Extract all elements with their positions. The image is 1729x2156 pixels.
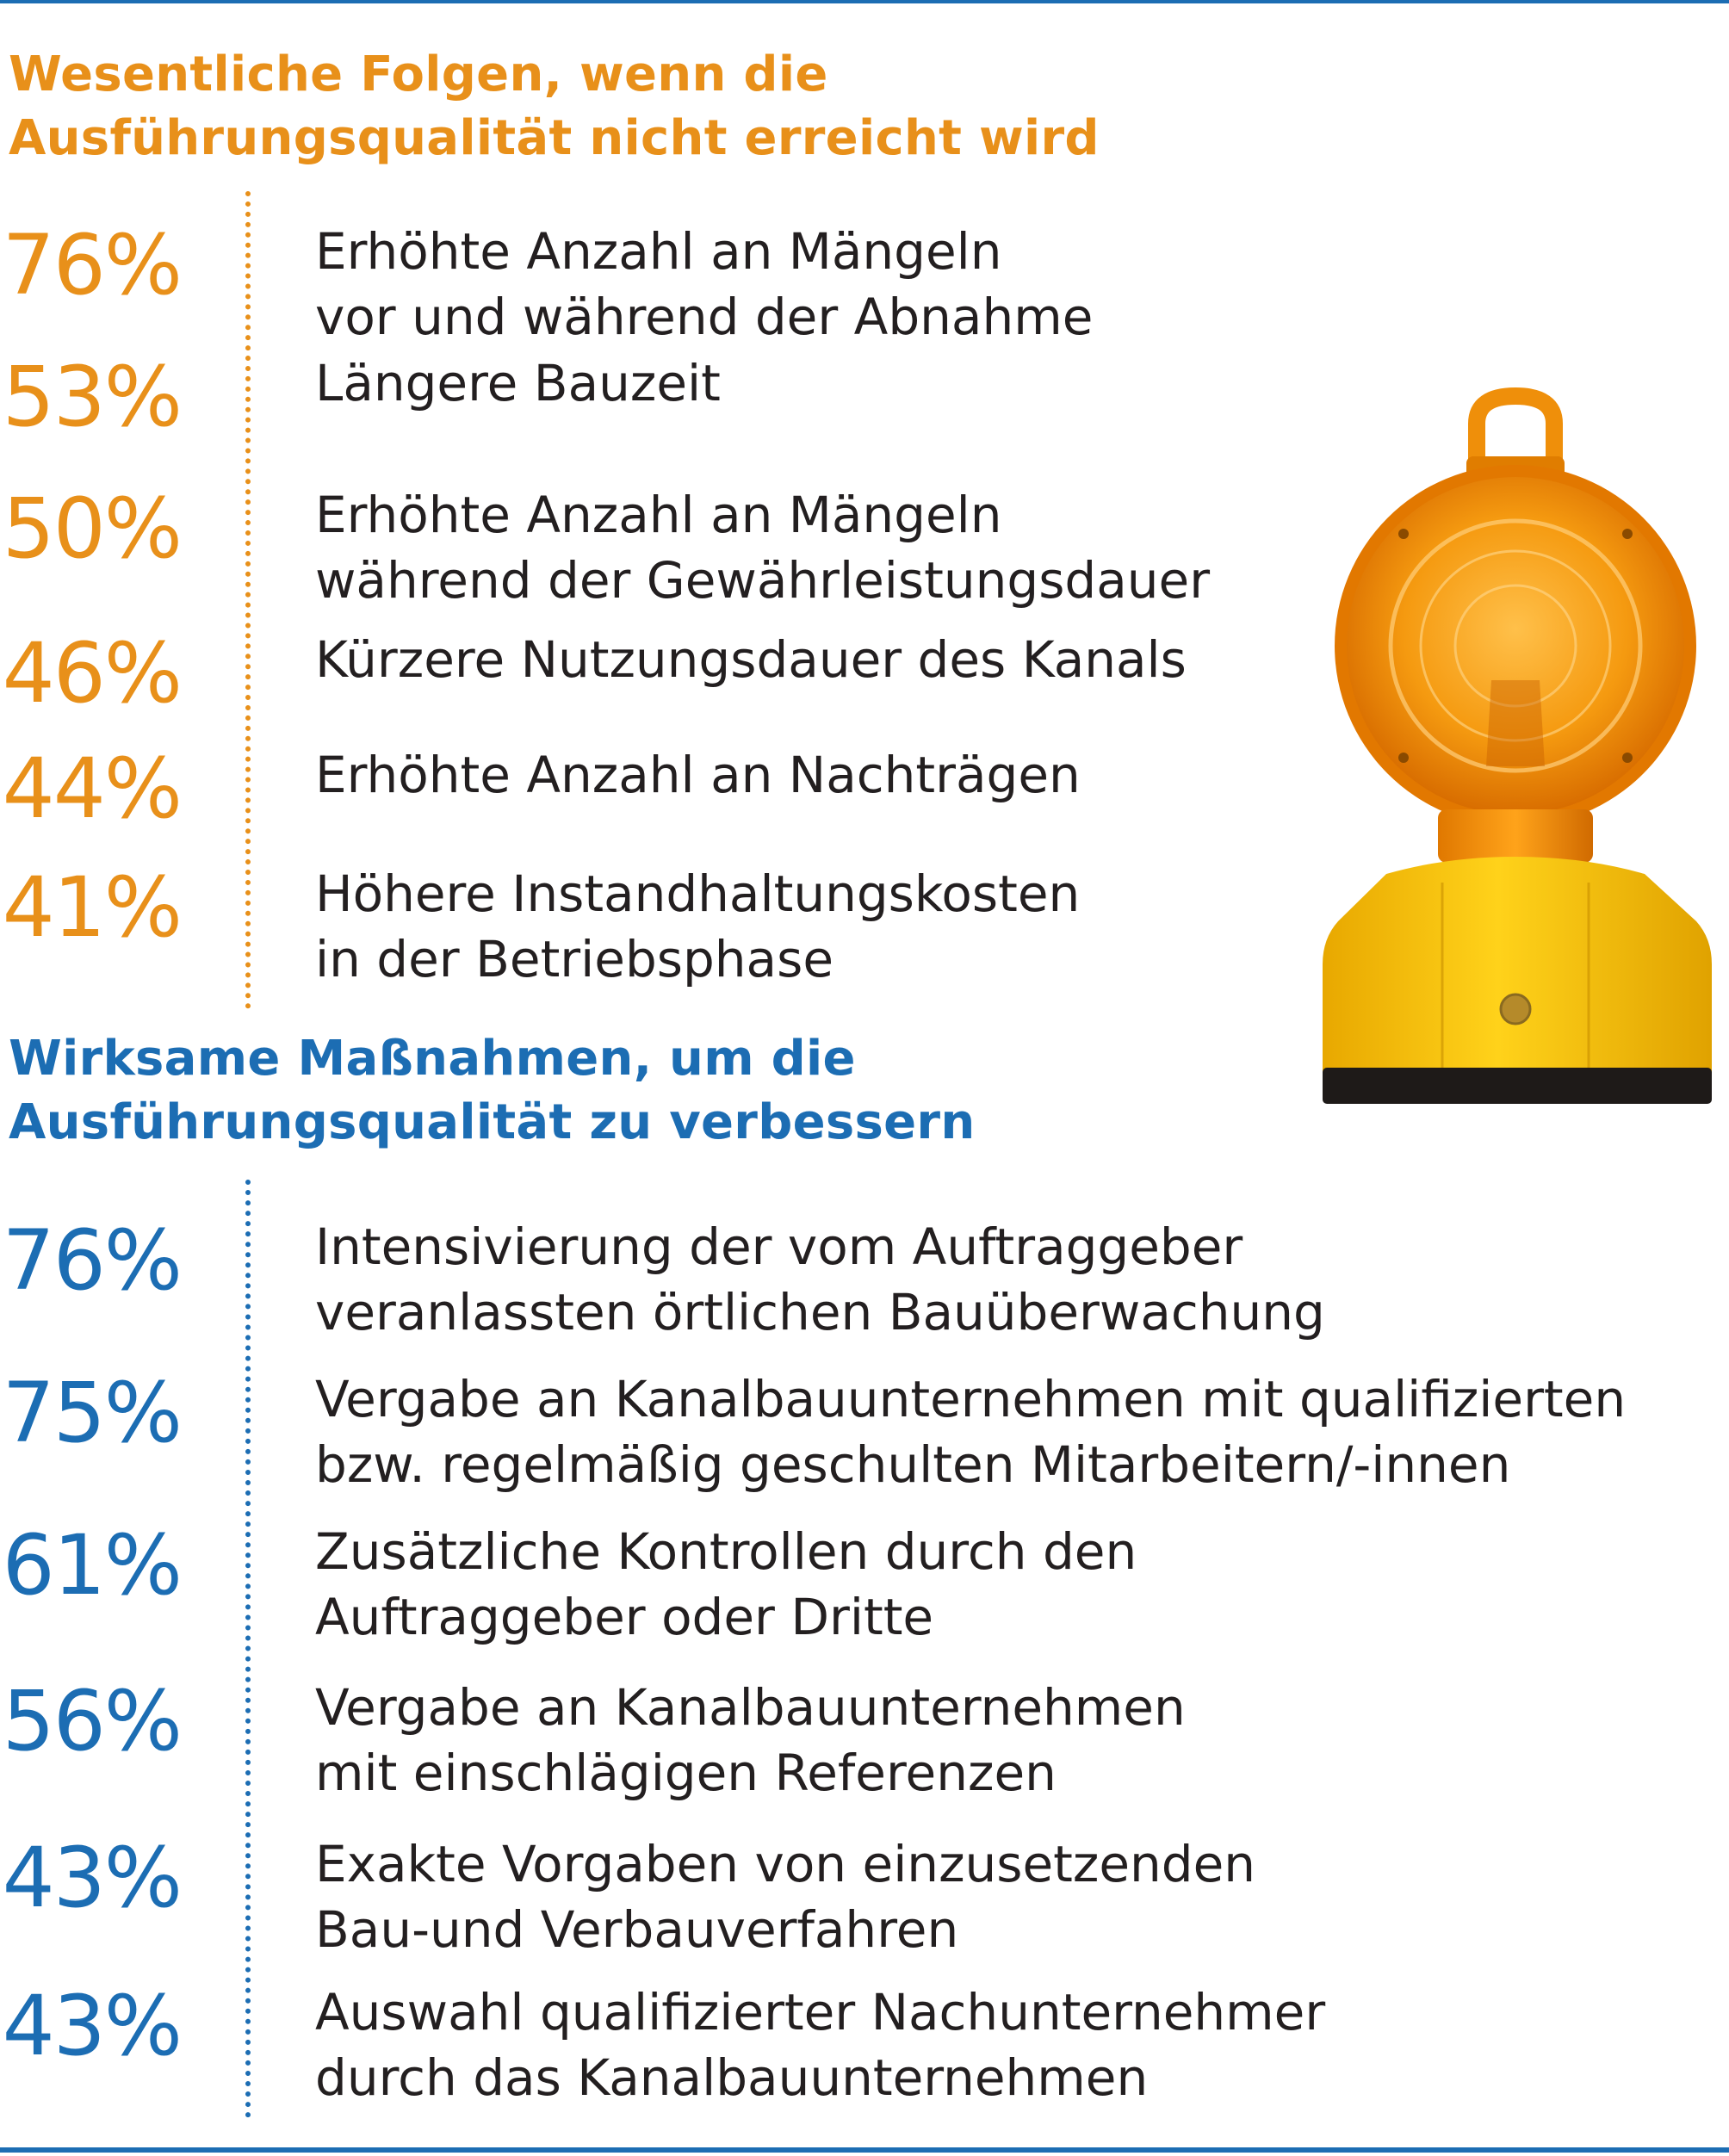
label-line: Erhöhte Anzahl an Nachträgen [315, 746, 1081, 804]
warning-lamp-icon [1323, 387, 1712, 1104]
percentage-value: 75% [2, 1365, 183, 1461]
title-line: Wesentliche Folgen, wenn die [9, 46, 828, 102]
item-label: Zusätzliche Kontrollen durch den Auftrag… [315, 1519, 1137, 1650]
label-line: Auftraggeber oder Dritte [315, 1588, 934, 1646]
label-line: Erhöhte Anzahl an Mängeln [315, 486, 1002, 544]
item-label: Erhöhte Anzahl an Nachträgen [315, 742, 1081, 808]
item-label: Vergabe an Kanalbauunternehmen mit einsc… [315, 1675, 1186, 1806]
label-line: Intensivierung der vom Auftraggeber [315, 1217, 1243, 1276]
percentage-value: 46% [2, 625, 183, 722]
label-line: mit einschlägigen Referenzen [315, 1744, 1057, 1802]
label-line: Erhöhte Anzahl an Mängeln [315, 222, 1002, 281]
label-line: Längere Bauzeit [315, 354, 721, 412]
dotted-divider [245, 1180, 251, 2118]
label-line: Bau-und Verbauverfahren [315, 1900, 959, 1959]
label-line: Auswahl qualifizierter Nachunternehmer [315, 1983, 1326, 2041]
percentage-value: 76% [2, 1212, 183, 1309]
label-line: vor und während der Abnahme [315, 288, 1094, 346]
title-line: Ausführungsqualität nicht erreicht wird [9, 110, 1100, 166]
label-line: Exakte Vorgaben von einzusetzenden [315, 1835, 1256, 1893]
percentage-value: 56% [2, 1673, 183, 1769]
label-line: Vergabe an Kanalbauunternehmen mit quali… [315, 1370, 1627, 1428]
label-line: Zusätzliche Kontrollen durch den [315, 1522, 1137, 1581]
top-rule [0, 0, 1729, 3]
percentage-value: 43% [2, 1978, 183, 2074]
label-line: in der Betriebsphase [315, 930, 834, 988]
label-line: bzw. regelmäßig geschulten Mitarbeitern/… [315, 1435, 1511, 1494]
item-label: Höhere Instandhaltungskosten in der Betr… [315, 861, 1080, 992]
item-label: Exakte Vorgaben von einzusetzenden Bau-u… [315, 1831, 1255, 1962]
label-line: durch das Kanalbauunternehmen [315, 2048, 1149, 2107]
item-label: Längere Bauzeit [315, 350, 721, 416]
item-label: Intensivierung der vom Auftraggeber vera… [315, 1214, 1325, 1345]
label-line: Höhere Instandhaltungskosten [315, 864, 1081, 923]
percentage-value: 53% [2, 349, 183, 445]
label-line: während der Gewährleistungsdauer [315, 551, 1211, 610]
title-line: Wirksame Maßnahmen, um die [9, 1031, 856, 1087]
bottom-rule [0, 2147, 1729, 2153]
label-line: veranlassten örtlichen Bauüberwachung [315, 1283, 1325, 1341]
section-title-consequences: Wesentliche Folgen, wenn die Ausführungs… [9, 43, 1100, 170]
percentage-value: 61% [2, 1517, 183, 1614]
label-line: Kürzere Nutzungsdauer des Kanals [315, 630, 1187, 689]
item-label: Kürzere Nutzungsdauer des Kanals [315, 627, 1187, 692]
item-label: Erhöhte Anzahl an Mängeln vor und währen… [315, 219, 1093, 350]
percentage-value: 50% [2, 480, 183, 577]
item-label: Auswahl qualifizierter Nachunternehmer d… [315, 1979, 1325, 2110]
item-label: Vergabe an Kanalbauunternehmen mit quali… [315, 1366, 1626, 1497]
title-line: Ausführungsqualität zu verbessern [9, 1094, 976, 1150]
section-title-measures: Wirksame Maßnahmen, um die Ausführungsqu… [9, 1027, 976, 1155]
percentage-value: 44% [2, 740, 183, 837]
percentage-value: 41% [2, 859, 183, 956]
label-line: Vergabe an Kanalbauunternehmen [315, 1678, 1186, 1737]
dotted-divider [245, 191, 251, 1009]
item-label: Erhöhte Anzahl an Mängeln während der Ge… [315, 482, 1210, 613]
percentage-value: 43% [2, 1830, 183, 1926]
percentage-value: 76% [2, 217, 183, 313]
